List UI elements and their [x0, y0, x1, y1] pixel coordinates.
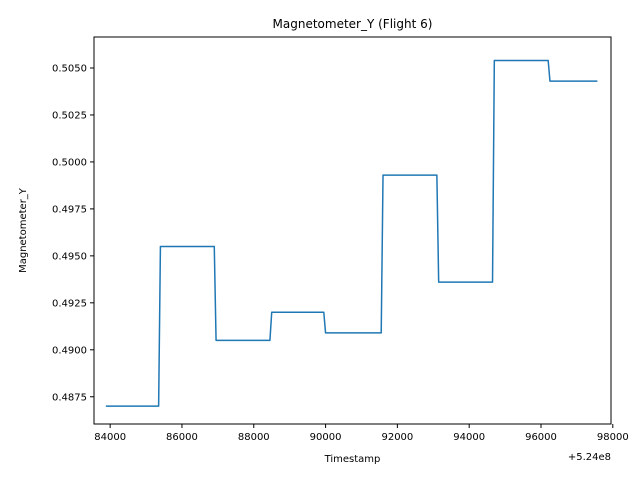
x-tick-label: 86000	[166, 432, 198, 443]
x-tick-label: 84000	[94, 432, 126, 443]
y-tick-label: 0.4875	[52, 392, 87, 403]
series-line	[105, 59, 598, 407]
chart-title: Magnetometer_Y (Flight 6)	[273, 17, 433, 31]
x-tick-label: 96000	[525, 432, 557, 443]
y-axis: 0.4875 0.4900 0.4925 0.4950 0.4975 0.5000 0.50…	[52, 63, 94, 403]
series-layer	[105, 59, 598, 407]
y-tick-label: 0.4925	[52, 298, 87, 309]
y-tick-label: 0.5000	[52, 157, 87, 168]
y-tick-label: 0.5025	[52, 110, 87, 121]
plot-frame	[93, 36, 612, 425]
x-tick-label: 98000	[597, 432, 629, 443]
y-axis-label: Magnetometer_Y	[18, 187, 29, 273]
y-tick-label: 0.4975	[52, 204, 87, 215]
y-tick-label: 0.5050	[52, 63, 87, 74]
plot-area	[94, 37, 611, 424]
x-tick-label: 90000	[310, 432, 342, 443]
x-axis-label: Timestamp	[324, 454, 381, 465]
x-tick-label: 88000	[238, 432, 270, 443]
x-tick-label: 92000	[381, 432, 413, 443]
y-tick-label: 0.4950	[52, 251, 87, 262]
x-axis: 84000 86000 88000 90000 92000 94000 96000 98000	[94, 424, 629, 443]
x-tick-label: 94000	[453, 432, 485, 443]
y-tick-label: 0.4900	[52, 345, 87, 356]
x-axis-offset-label: +5.24e8	[568, 452, 611, 463]
